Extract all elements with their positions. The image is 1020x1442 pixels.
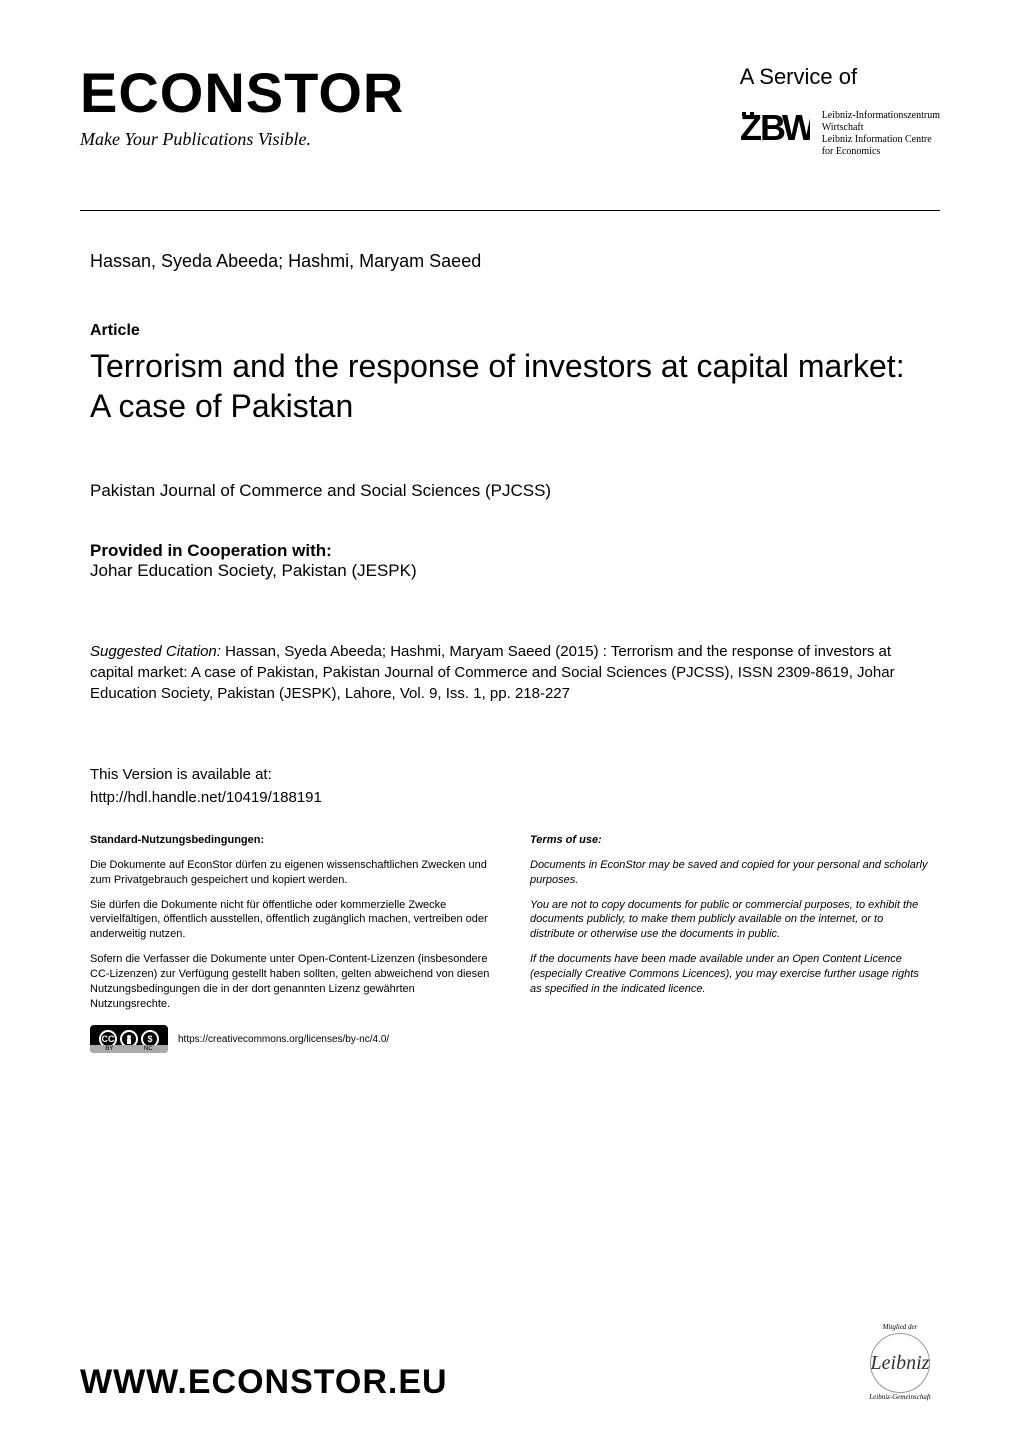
version-label: This Version is available at: [90, 764, 930, 787]
leibniz-signature: Leibniz [870, 1333, 930, 1393]
authors: Hassan, Syeda Abeeda; Hashmi, Maryam Sae… [90, 251, 930, 272]
suggested-citation: Suggested Citation: Hassan, Syeda Abeeda… [90, 641, 930, 704]
zbw-description: Leibniz-Informationszentrum Wirtschaft L… [822, 110, 940, 158]
econstor-logo: ECONSTOR [80, 60, 404, 125]
service-of-label: A Service of [740, 64, 857, 90]
terms-english-p3: If the documents have been made availabl… [530, 952, 930, 997]
zbw-line3: Leibniz Information Centre [822, 134, 940, 146]
terms-german-p3: Sofern die Verfasser die Dokumente unter… [90, 952, 490, 1011]
citation-prefix: Suggested Citation: [90, 643, 225, 660]
logo-block: ECONSTOR Make Your Publications Visible. [80, 60, 404, 150]
terms-german: Standard-Nutzungsbedingungen: Die Dokume… [90, 833, 490, 1053]
cooperation-label: Provided in Cooperation with: [90, 541, 930, 561]
version-url[interactable]: http://hdl.handle.net/10419/188191 [90, 787, 930, 810]
terms-section: Standard-Nutzungsbedingungen: Die Dokume… [0, 833, 1020, 1053]
cc-license-row: CC $ BY NC https://creativecommons.org/l… [90, 1025, 490, 1053]
terms-german-p1: Die Dokumente auf EconStor dürfen zu eig… [90, 858, 490, 888]
cooperation-org: Johar Education Society, Pakistan (JESPK… [90, 561, 930, 581]
zbw-line1: Leibniz-Informationszentrum [822, 110, 940, 122]
cc-url[interactable]: https://creativecommons.org/licenses/by-… [178, 1033, 389, 1047]
terms-german-heading: Standard-Nutzungsbedingungen: [90, 833, 490, 848]
cc-badge-icon: CC $ BY NC [90, 1025, 168, 1053]
terms-english-p1: Documents in EconStor may be saved and c… [530, 858, 930, 888]
terms-german-p2: Sie dürfen die Dokumente nicht für öffen… [90, 898, 490, 943]
footer-url[interactable]: WWW.ECONSTOR.EU [80, 1363, 448, 1402]
page-footer: WWW.ECONSTOR.EU Mitglied der Leibniz Lei… [80, 1322, 940, 1402]
version-block: This Version is available at: http://hdl… [90, 764, 930, 809]
zbw-line2: Wirtschaft [822, 122, 940, 134]
svg-text:W: W [782, 108, 810, 148]
terms-english-p2: You are not to copy documents for public… [530, 898, 930, 943]
content-body: Hassan, Syeda Abeeda; Hashmi, Maryam Sae… [0, 251, 1020, 809]
cc-badge-labels: BY NC [90, 1045, 168, 1053]
article-title: Terrorism and the response of investors … [90, 346, 930, 426]
leibniz-bottom-text: Leibniz-Gemeinschaft [869, 1393, 930, 1401]
article-label: Article [90, 322, 930, 340]
terms-english: Terms of use: Documents in EconStor may … [530, 833, 930, 1053]
header-divider [80, 210, 940, 211]
zbw-line4: for Economics [822, 146, 940, 158]
journal-name: Pakistan Journal of Commerce and Social … [90, 481, 930, 501]
zbw-group: Z B W Leibniz-Informationszentrum Wirtsc… [740, 108, 940, 160]
page-header: ECONSTOR Make Your Publications Visible.… [0, 0, 1020, 180]
leibniz-top-text: Mitglied der [883, 1323, 918, 1331]
leibniz-logo: Mitglied der Leibniz Leibniz-Gemeinschaf… [860, 1322, 940, 1402]
tagline: Make Your Publications Visible. [80, 129, 404, 150]
zbw-logo: Z B W [740, 108, 810, 160]
terms-english-heading: Terms of use: [530, 833, 930, 848]
service-block: A Service of Z B W Leibniz-Informationsz… [740, 64, 940, 160]
